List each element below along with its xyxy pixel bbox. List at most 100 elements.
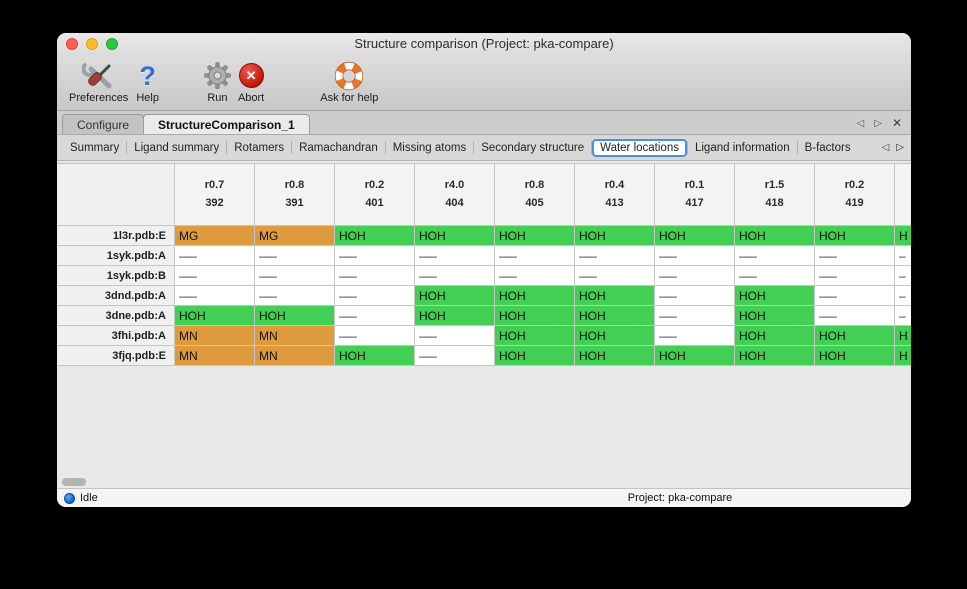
table-cell[interactable]: HOH <box>815 226 895 246</box>
subtab-rotamers[interactable]: Rotamers <box>234 141 285 154</box>
table-cell[interactable]: ––– <box>655 326 735 346</box>
row-header[interactable]: 1l3r.pdb:E <box>57 226 175 246</box>
horizontal-scrollbar-thumb[interactable] <box>62 478 86 486</box>
table-cell[interactable]: – <box>895 266 911 286</box>
column-header[interactable]: r1.5 418 <box>735 164 815 226</box>
table-cell[interactable]: MN <box>255 326 335 346</box>
table-cell[interactable]: HOH <box>415 286 495 306</box>
tab-prev-arrow-icon[interactable]: ◁ <box>856 117 865 129</box>
table-cell[interactable]: ––– <box>735 266 815 286</box>
table-cell[interactable]: HOH <box>735 326 815 346</box>
table-cell[interactable]: MN <box>175 326 255 346</box>
table-cell[interactable]: HOH <box>735 226 815 246</box>
table-cell[interactable]: HOH <box>495 346 575 366</box>
table-cell[interactable]: HOH <box>255 306 335 326</box>
table-cell[interactable]: – <box>895 306 911 326</box>
table-cell[interactable]: H <box>895 226 911 246</box>
table-cell[interactable]: H <box>895 346 911 366</box>
table-cell[interactable]: HOH <box>655 346 735 366</box>
table-cell[interactable]: HOH <box>575 346 655 366</box>
table-cell[interactable]: ––– <box>175 246 255 266</box>
help-button[interactable]: ? Help <box>136 60 159 105</box>
table-cell[interactable]: ––– <box>575 246 655 266</box>
table-cell[interactable]: MG <box>175 226 255 246</box>
row-header[interactable]: 3dne.pdb:A <box>57 306 175 326</box>
table-cell[interactable]: ––– <box>815 286 895 306</box>
subtab-ramachandran[interactable]: Ramachandran <box>299 141 378 154</box>
subtab-missing-atoms[interactable]: Missing atoms <box>392 141 467 154</box>
table-cell[interactable]: H <box>895 326 911 346</box>
row-header[interactable]: 1syk.pdb:B <box>57 266 175 286</box>
table-cell[interactable]: ––– <box>655 306 735 326</box>
table-cell[interactable]: HOH <box>175 306 255 326</box>
table-cell[interactable]: HOH <box>415 306 495 326</box>
table-cell[interactable]: HOH <box>495 226 575 246</box>
table-cell[interactable]: ––– <box>495 246 575 266</box>
preferences-button[interactable]: Preferences <box>69 60 128 104</box>
table-cell[interactable]: – <box>895 246 911 266</box>
table-cell[interactable]: HOH <box>495 286 575 306</box>
table-cell[interactable]: HOH <box>495 306 575 326</box>
ask-for-help-button[interactable]: Ask for help <box>320 60 378 104</box>
column-header[interactable]: r0.2 401 <box>335 164 415 226</box>
table-cell[interactable]: ––– <box>175 286 255 306</box>
subtab-next-arrow-icon[interactable]: ▷ <box>896 142 904 153</box>
table-cell[interactable]: ––– <box>655 266 735 286</box>
table-cell[interactable]: ––– <box>255 246 335 266</box>
tab-structure-comparison-1[interactable]: StructureComparison_1 <box>143 114 310 134</box>
table-cell[interactable]: HOH <box>335 226 415 246</box>
table-cell[interactable]: ––– <box>415 246 495 266</box>
table-cell[interactable]: HOH <box>815 326 895 346</box>
table-cell[interactable]: ––– <box>335 306 415 326</box>
table-cell[interactable]: ––– <box>815 306 895 326</box>
table-cell[interactable]: ––– <box>575 266 655 286</box>
table-cell[interactable]: ––– <box>415 326 495 346</box>
table-cell[interactable]: MN <box>255 346 335 366</box>
table-cell[interactable]: HOH <box>575 326 655 346</box>
run-button[interactable]: Run <box>203 60 232 104</box>
table-cell[interactable]: ––– <box>815 246 895 266</box>
table-cell[interactable]: ––– <box>335 286 415 306</box>
tab-close-icon[interactable]: ✕ <box>891 116 902 130</box>
table-cell[interactable]: ––– <box>255 286 335 306</box>
title-bar[interactable]: Structure comparison (Project: pka-compa… <box>57 33 911 55</box>
table-cell[interactable]: HOH <box>815 346 895 366</box>
subtab-prev-arrow-icon[interactable]: ◁ <box>881 142 890 153</box>
subtab-ligand-summary[interactable]: Ligand summary <box>134 141 220 154</box>
table-cell[interactable]: ––– <box>655 246 735 266</box>
minimize-window-button[interactable] <box>86 38 98 50</box>
table-cell[interactable]: HOH <box>335 346 415 366</box>
table-cell[interactable]: ––– <box>815 266 895 286</box>
table-cell[interactable]: ––– <box>735 246 815 266</box>
column-header[interactable]: r4.0 404 <box>415 164 495 226</box>
subtab-ligand-information[interactable]: Ligand information <box>694 141 790 154</box>
row-header[interactable]: 3fjq.pdb:E <box>57 346 175 366</box>
table-cell[interactable]: HOH <box>655 226 735 246</box>
row-header[interactable]: 3fhi.pdb:A <box>57 326 175 346</box>
table-cell[interactable]: HOH <box>735 306 815 326</box>
column-header[interactable]: r0.8 391 <box>255 164 335 226</box>
subtab-secondary-structure[interactable]: Secondary structure <box>481 141 585 154</box>
close-window-button[interactable] <box>66 38 78 50</box>
row-header[interactable]: 3dnd.pdb:A <box>57 286 175 306</box>
column-header[interactable]: r0.1 417 <box>655 164 735 226</box>
table-cell[interactable]: HOH <box>575 306 655 326</box>
table-cell[interactable]: HOH <box>415 226 495 246</box>
table-cell[interactable]: ––– <box>335 266 415 286</box>
table-cell[interactable]: HOH <box>575 226 655 246</box>
row-header[interactable]: 1syk.pdb:A <box>57 246 175 266</box>
table-cell[interactable]: ––– <box>495 266 575 286</box>
column-header[interactable] <box>895 164 911 226</box>
table-cell[interactable]: ––– <box>255 266 335 286</box>
table-cell[interactable]: – <box>895 286 911 306</box>
tab-next-arrow-icon[interactable]: ▷ <box>874 117 882 129</box>
subtab-b-factors[interactable]: B-factors <box>804 141 851 154</box>
abort-button[interactable]: ✕ Abort <box>238 60 264 104</box>
table-cell[interactable]: ––– <box>335 246 415 266</box>
zoom-window-button[interactable] <box>106 38 118 50</box>
table-cell[interactable]: HOH <box>575 286 655 306</box>
table-cell[interactable]: ––– <box>175 266 255 286</box>
subtab-summary[interactable]: Summary <box>70 141 120 154</box>
subtab-water-locations[interactable]: Water locations <box>592 138 687 157</box>
column-header[interactable]: r0.4 413 <box>575 164 655 226</box>
